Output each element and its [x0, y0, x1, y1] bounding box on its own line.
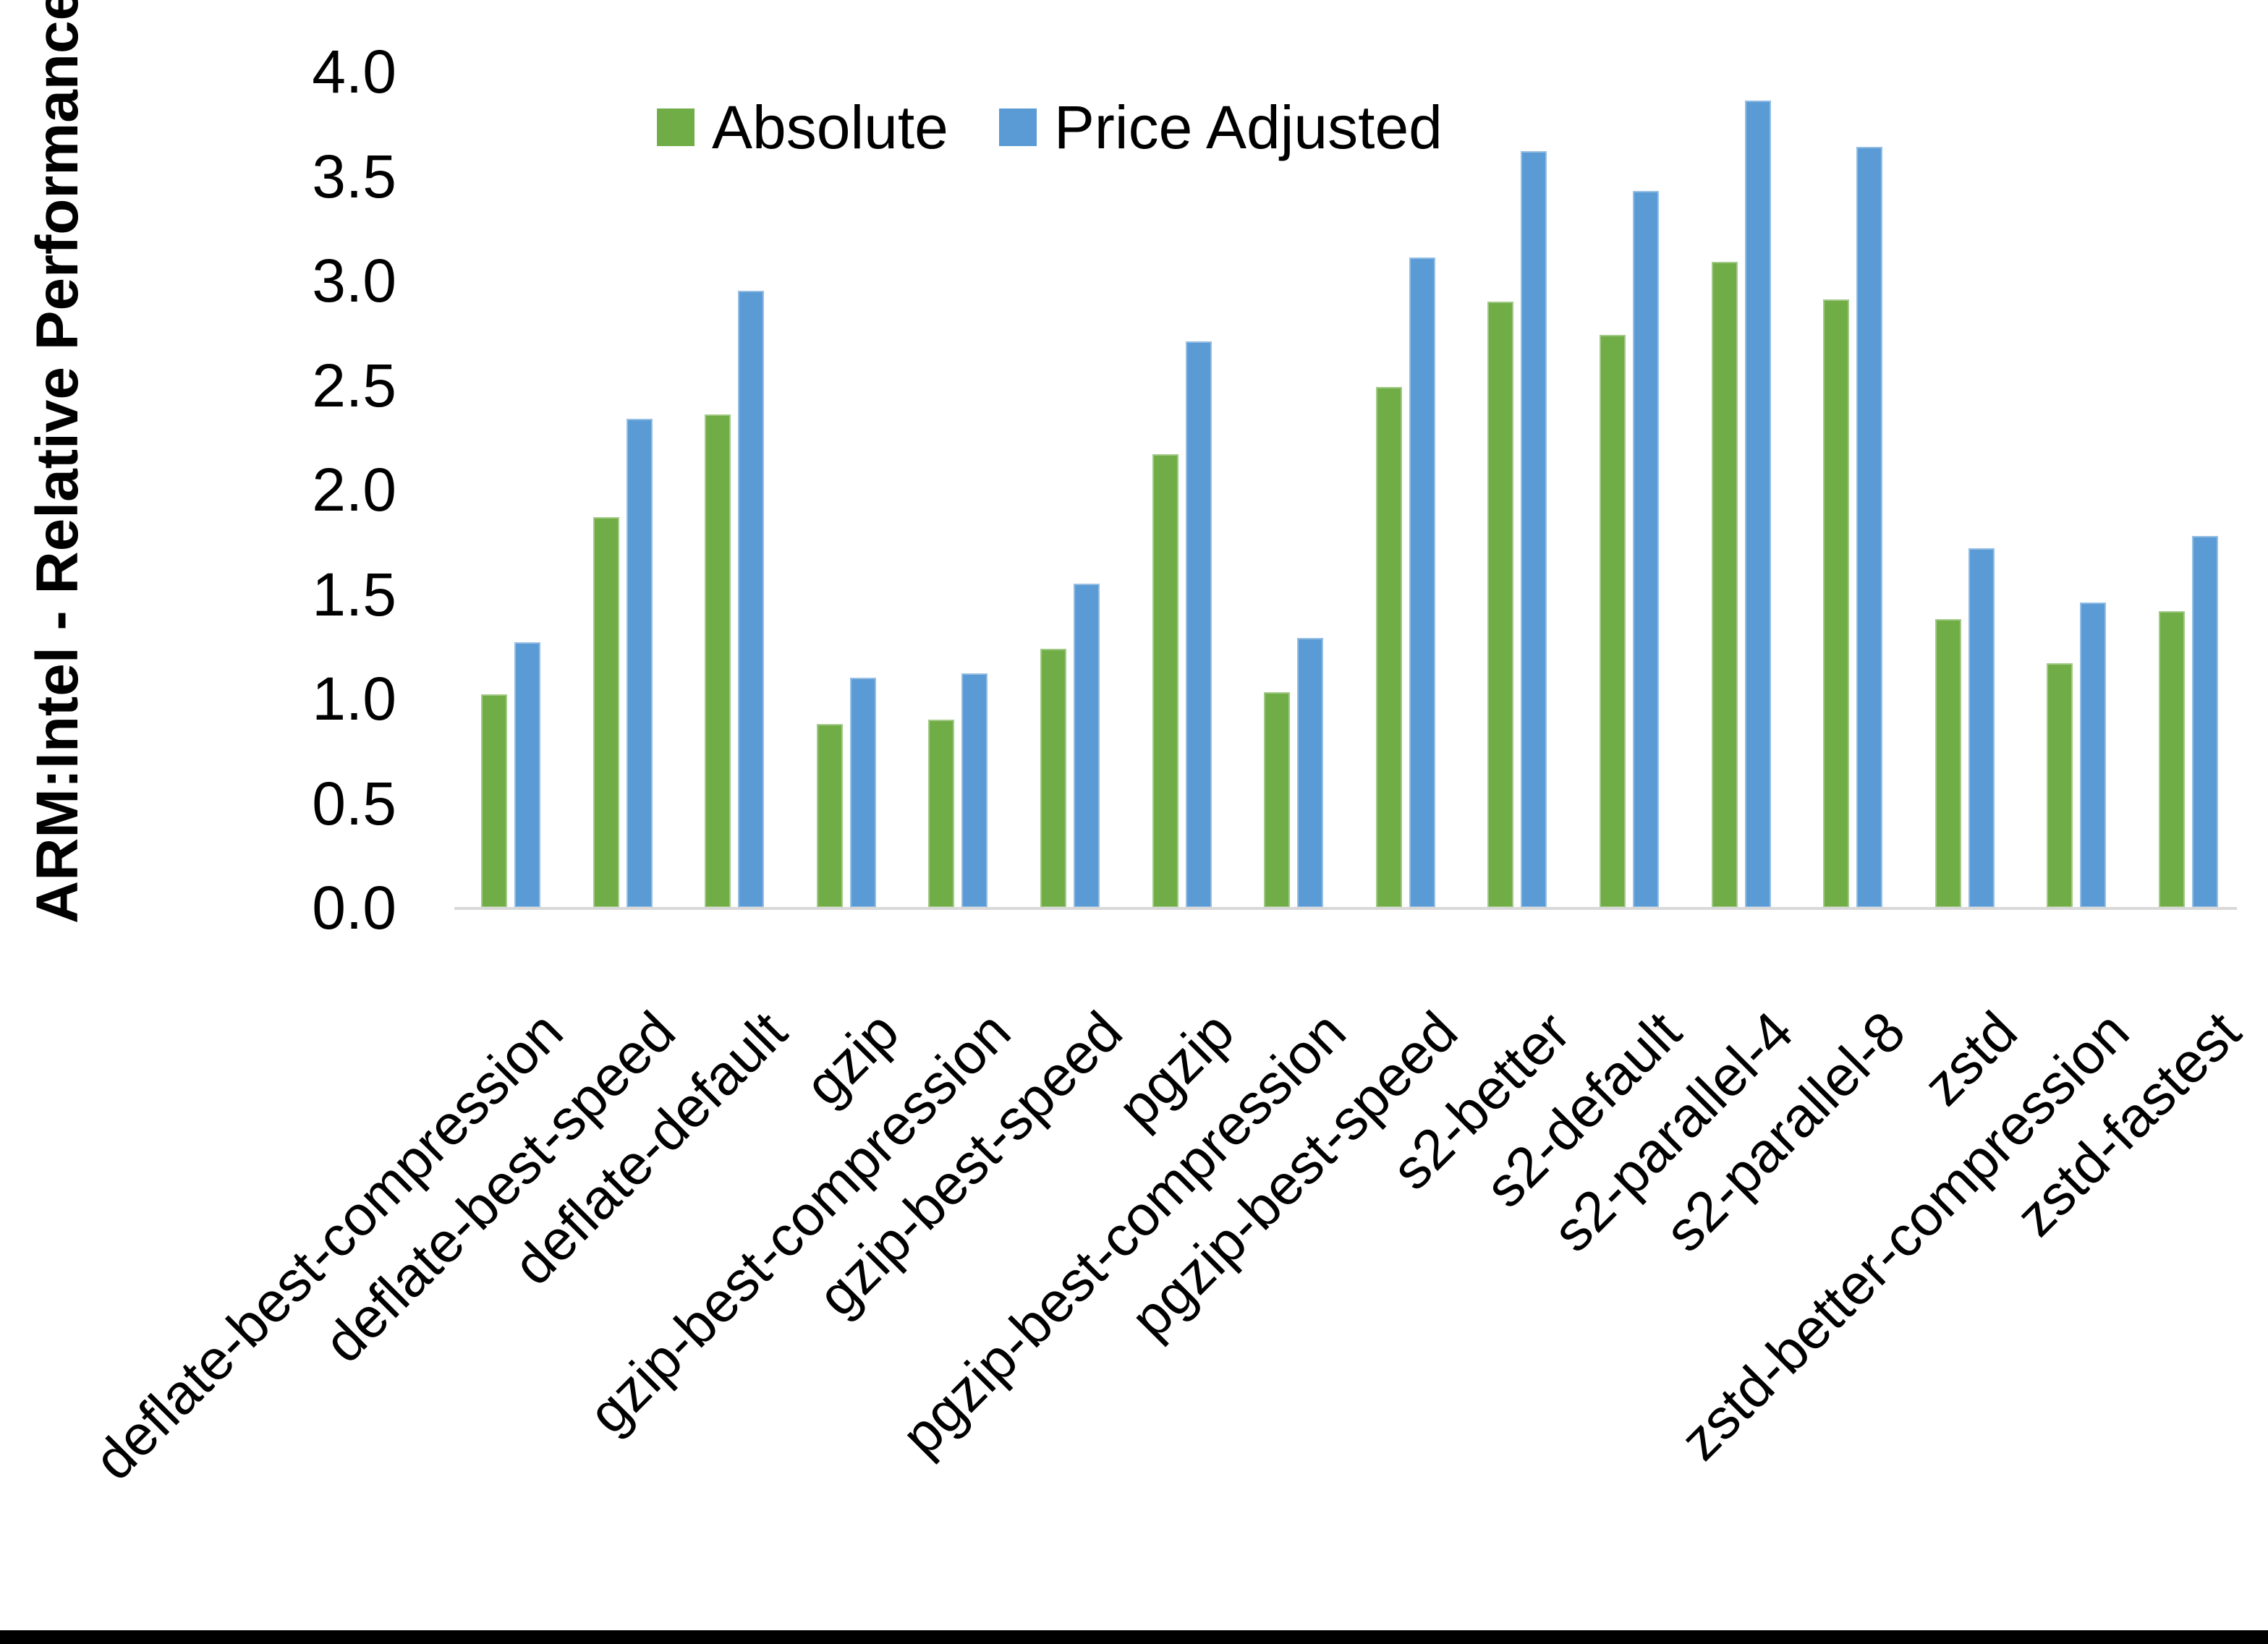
- bar-absolute: [1823, 299, 1850, 908]
- legend-swatch-absolute-icon: [657, 108, 695, 146]
- bottom-border: [0, 1630, 2268, 1644]
- legend-label-price-adjusted: Price Adjusted: [1053, 93, 1443, 161]
- bar-price-adjusted: [738, 291, 765, 908]
- bar-absolute: [481, 694, 507, 908]
- y-tick-label: 0.0: [312, 874, 396, 942]
- bar-price-adjusted: [626, 419, 653, 908]
- bar-price-adjusted: [1521, 151, 1547, 908]
- bar-absolute: [705, 414, 731, 908]
- bar-price-adjusted: [961, 673, 988, 908]
- y-tick-label: 2.5: [312, 351, 396, 419]
- y-tick-label: 1.0: [312, 665, 396, 733]
- y-tick-label: 1.5: [312, 560, 396, 629]
- y-tick-label: 2.0: [312, 456, 396, 524]
- bar-absolute: [1934, 619, 1961, 908]
- bar-absolute: [1375, 387, 1402, 908]
- legend-item-price-adjusted: Price Adjusted: [998, 93, 1443, 161]
- bar-absolute: [1711, 262, 1738, 908]
- bar-price-adjusted: [849, 678, 876, 908]
- y-tick-label: 0.5: [312, 769, 396, 838]
- bar-absolute: [2047, 663, 2073, 908]
- bar-absolute: [1040, 649, 1066, 908]
- bar-absolute: [1264, 692, 1291, 908]
- x-axis-line: [454, 907, 2237, 910]
- bar-price-adjusted: [514, 642, 540, 908]
- bar-price-adjusted: [1185, 341, 1212, 908]
- y-tick-label: 3.5: [312, 142, 396, 210]
- bar-absolute: [2159, 611, 2185, 908]
- bar-price-adjusted: [1633, 191, 1659, 908]
- bar-price-adjusted: [2080, 602, 2107, 908]
- legend-label-absolute: Absolute: [712, 93, 948, 161]
- legend-swatch-price-adjusted-icon: [998, 108, 1037, 146]
- bar-price-adjusted: [1409, 257, 1435, 908]
- bar-absolute: [1152, 454, 1178, 908]
- bar-absolute: [1600, 335, 1626, 908]
- y-tick-label: 4.0: [312, 38, 396, 106]
- bar-absolute: [816, 724, 843, 908]
- bar-price-adjusted: [1074, 584, 1100, 908]
- bar-price-adjusted: [2192, 536, 2218, 908]
- y-tick-label: 3.0: [312, 247, 396, 315]
- bar-price-adjusted: [1744, 101, 1771, 908]
- y-axis-title: ARM:Intel - Relative Performance: [25, 0, 90, 924]
- bar-price-adjusted: [1856, 147, 1883, 908]
- bar-absolute: [593, 517, 619, 908]
- legend-item-absolute: Absolute: [657, 97, 948, 158]
- x-category-label: deflate-best-compression: [82, 999, 575, 1492]
- legend: Absolute Price Adjusted: [657, 97, 1443, 158]
- bar-price-adjusted: [1297, 638, 1324, 908]
- bar-absolute: [1487, 302, 1514, 908]
- bar-absolute: [928, 720, 955, 908]
- bar-price-adjusted: [1968, 548, 1995, 908]
